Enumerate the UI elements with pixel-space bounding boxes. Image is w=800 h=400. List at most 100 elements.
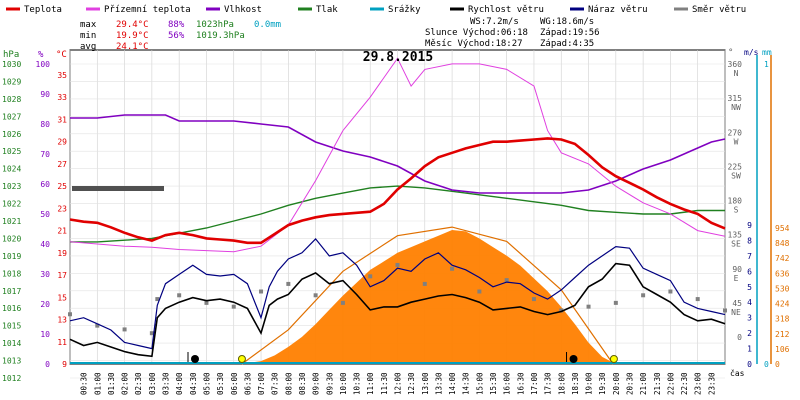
legend-label: Přízemní teplota	[104, 5, 191, 15]
moonrise-marker	[569, 355, 578, 363]
solar-tick: 106	[775, 345, 790, 354]
stats-label: min	[80, 31, 96, 41]
time-tick: 21:00	[639, 372, 648, 395]
ms-tick: 9	[747, 221, 752, 230]
temperature-line	[69, 137, 726, 245]
celsius-tick: 11	[57, 338, 67, 347]
time-tick: 19:30	[598, 372, 607, 395]
wind-direction-point	[641, 293, 646, 298]
ms-tick: 7	[747, 252, 752, 261]
celsius-tick: 23	[57, 204, 67, 213]
time-tick: 14:00	[448, 372, 457, 395]
celsius-tick: 25	[57, 182, 67, 191]
percent-axis-label: %	[38, 50, 44, 60]
time-tick: 20:00	[612, 372, 621, 395]
humidity-line	[70, 114, 726, 194]
celsius-tick: 27	[57, 160, 67, 169]
wind-direction-point	[68, 312, 72, 317]
ms-axis-label: m/s	[744, 48, 759, 57]
time-tick: 07:30	[271, 372, 280, 395]
solar-radiation-area	[241, 230, 616, 364]
direction-tick: 270	[728, 128, 743, 137]
percent-tick: 100	[36, 60, 51, 69]
event-markers	[187, 352, 618, 363]
wind-direction-point	[422, 281, 427, 286]
hpa-tick: 1018	[2, 269, 21, 278]
hpa-tick: 1014	[2, 339, 21, 348]
time-tick: 10:00	[339, 372, 348, 395]
time-tick: 02:00	[121, 372, 130, 395]
plot-grid	[69, 49, 726, 379]
time-tick: 04:30	[189, 372, 198, 395]
time-tick: 23:30	[707, 372, 716, 395]
solar-tick: 742	[775, 254, 790, 263]
stats-rain: 0.0mm	[254, 20, 281, 30]
solar-tick: 530	[775, 284, 790, 293]
direction-axis-label: °	[728, 48, 733, 58]
wind-speed-line	[69, 262, 726, 358]
time-tick: 13:00	[421, 372, 430, 395]
wind-direction-point	[149, 331, 154, 336]
wind-direction-point	[450, 266, 455, 271]
percent-tick: 40	[40, 240, 50, 249]
time-tick: 18:30	[571, 372, 580, 395]
direction-compass-label: SE	[731, 240, 741, 249]
wind-direction-point	[504, 278, 509, 283]
wind-direction-point	[559, 308, 564, 313]
celsius-axis-label: °C	[56, 50, 67, 60]
hpa-tick: 1023	[2, 182, 21, 191]
solar-tick: 424	[775, 300, 790, 309]
moonrise: Měsíc Východ:18:27	[425, 39, 523, 49]
hpa-tick: 1026	[2, 130, 21, 139]
sunset: Západ:19:56	[540, 28, 600, 38]
celsius-tick: 31	[57, 115, 67, 124]
wind-gust-line	[69, 237, 726, 350]
time-axis-label: čas	[730, 368, 745, 378]
time-tick: 03:00	[148, 372, 157, 395]
info-panel: WS:7.2m/s WG:18.6m/s Slunce Východ:06:18 Zá…	[425, 17, 600, 49]
celsius-tick: 17	[57, 271, 67, 280]
time-tick: 09:00	[312, 372, 321, 395]
wind-direction-point	[586, 304, 591, 309]
direction-compass-label: E	[734, 274, 739, 283]
ms-tick: 6	[747, 267, 752, 276]
time-tick: 08:00	[284, 372, 293, 395]
hpa-tick: 1020	[2, 234, 21, 243]
hpa-tick: 1027	[2, 112, 21, 121]
direction-compass-label: N	[734, 69, 739, 78]
wind-direction-point	[695, 297, 700, 302]
ms-tick: 8	[747, 236, 752, 245]
time-tick: 06:00	[230, 372, 239, 395]
stats-pressure: 1023hPa	[196, 20, 234, 30]
direction-compass-label: W	[734, 137, 739, 146]
direction-compass-label: NW	[731, 103, 741, 112]
celsius-tick: 9	[62, 360, 67, 369]
wind-direction-point	[177, 293, 182, 298]
wind-direction-point	[122, 327, 127, 332]
time-tick: 02:30	[134, 372, 143, 395]
sunrise-marker	[237, 355, 246, 363]
percent-tick: 30	[40, 270, 50, 279]
time-tick: 15:30	[489, 372, 498, 395]
percent-tick: 0	[45, 360, 50, 369]
wind-direction-point	[313, 293, 318, 298]
legend-label: Srážky	[388, 5, 421, 15]
ground-temperature-line	[69, 57, 726, 253]
wind-direction-point	[95, 323, 100, 328]
celsius-tick: 33	[57, 93, 67, 102]
time-tick: 11:00	[366, 372, 375, 395]
time-tick: 12:00	[394, 372, 403, 395]
sunset-marker	[609, 355, 618, 363]
stats-label: max	[80, 20, 97, 30]
hpa-axis-label: hPa	[3, 50, 19, 60]
hpa-tick: 1019	[2, 252, 21, 261]
legend-label: Směr větru	[692, 5, 746, 15]
wind-direction-point	[395, 262, 400, 267]
percent-tick: 70	[40, 150, 50, 159]
hpa-tick: 1024	[2, 165, 21, 174]
ms-tick: 5	[747, 283, 752, 292]
mm-axis-label: mm	[762, 48, 772, 57]
percent-tick: 20	[40, 300, 50, 309]
ms-tick: 1	[747, 345, 752, 354]
